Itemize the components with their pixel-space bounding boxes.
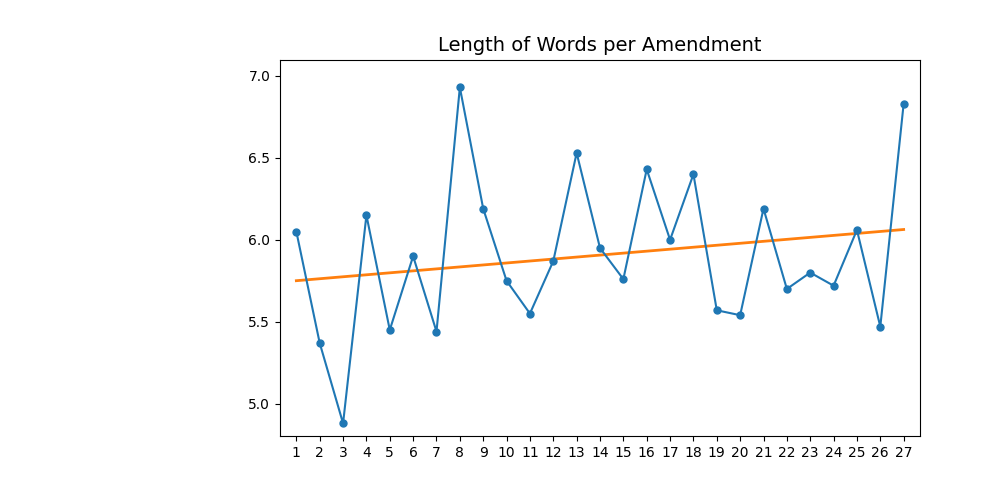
Title: Length of Words per Amendment: Length of Words per Amendment [438,36,762,55]
